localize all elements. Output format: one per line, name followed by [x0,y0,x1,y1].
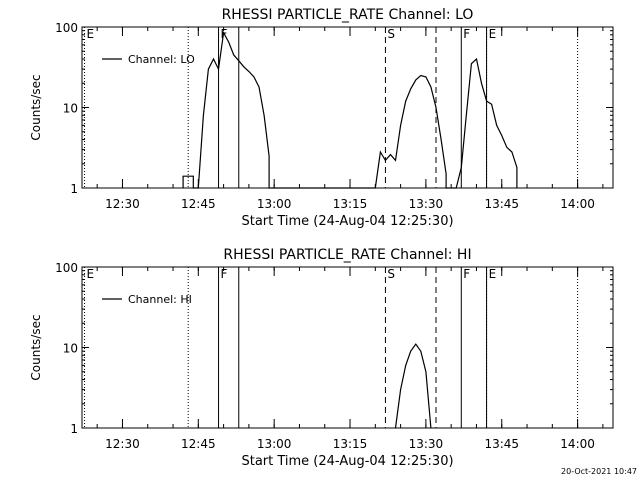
y-tick-label: 10 [63,102,78,116]
y-tick-label: 1 [70,182,78,196]
x-tick-label: 13:15 [333,437,368,451]
x-axis-label: Start Time (24-Aug-04 12:25:30) [241,214,453,229]
plot-frame [81,26,614,189]
y-tick-label: 1 [70,422,78,436]
y-axis-label: Counts/sec [29,74,43,140]
x-tick-label: 13:30 [409,197,444,211]
x-tick-label: 13:15 [333,197,368,211]
event-marker-label: S [387,27,395,41]
chart-panel-2: RHESSI PARTICLE_RATE Channel: HI 1 10 100 12… [29,247,614,469]
y-tick-label: 10 [63,342,78,356]
legend-label: Channel: LO [128,53,195,66]
x-tick-label: 13:45 [484,437,519,451]
x-tick-label: 13:00 [257,197,292,211]
x-tick-label: 12:30 [105,437,140,451]
event-marker-label: F [221,267,228,281]
event-marker-label: E [489,267,497,281]
x-tick-label: 12:45 [181,197,216,211]
chart-title: RHESSI PARTICLE_RATE Channel: HI [223,247,471,263]
x-tick-label: 13:30 [409,437,444,451]
x-tick-label: 12:30 [105,197,140,211]
event-marker-label: S [387,267,395,281]
x-tick-label: 12:45 [181,437,216,451]
chart-panel-1: RHESSI PARTICLE_RATE Channel: LO 1 10 100 12… [29,7,614,229]
event-marker-label: F [463,267,470,281]
event-marker-label: E [87,267,95,281]
y-tick-label: 100 [55,21,78,35]
y-tick-label: 100 [55,261,78,275]
event-marker-label: E [489,27,497,41]
x-tick-label: 14:00 [560,197,595,211]
chart-title: RHESSI PARTICLE_RATE Channel: LO [222,7,474,23]
x-tick-label: 13:45 [484,197,519,211]
legend-label: Channel: HI [128,293,192,306]
event-marker-label: E [87,27,95,41]
footer-timestamp: 20-Oct-2021 10:47 [561,467,637,476]
plot-frame [81,266,614,429]
x-tick-label: 14:00 [560,437,595,451]
y-axis-label: Counts/sec [29,314,43,380]
series-line [182,30,518,189]
event-marker-label: F [463,27,470,41]
x-axis-label: Start Time (24-Aug-04 12:25:30) [241,454,453,469]
x-tick-label: 13:00 [257,437,292,451]
series-line [394,343,432,429]
